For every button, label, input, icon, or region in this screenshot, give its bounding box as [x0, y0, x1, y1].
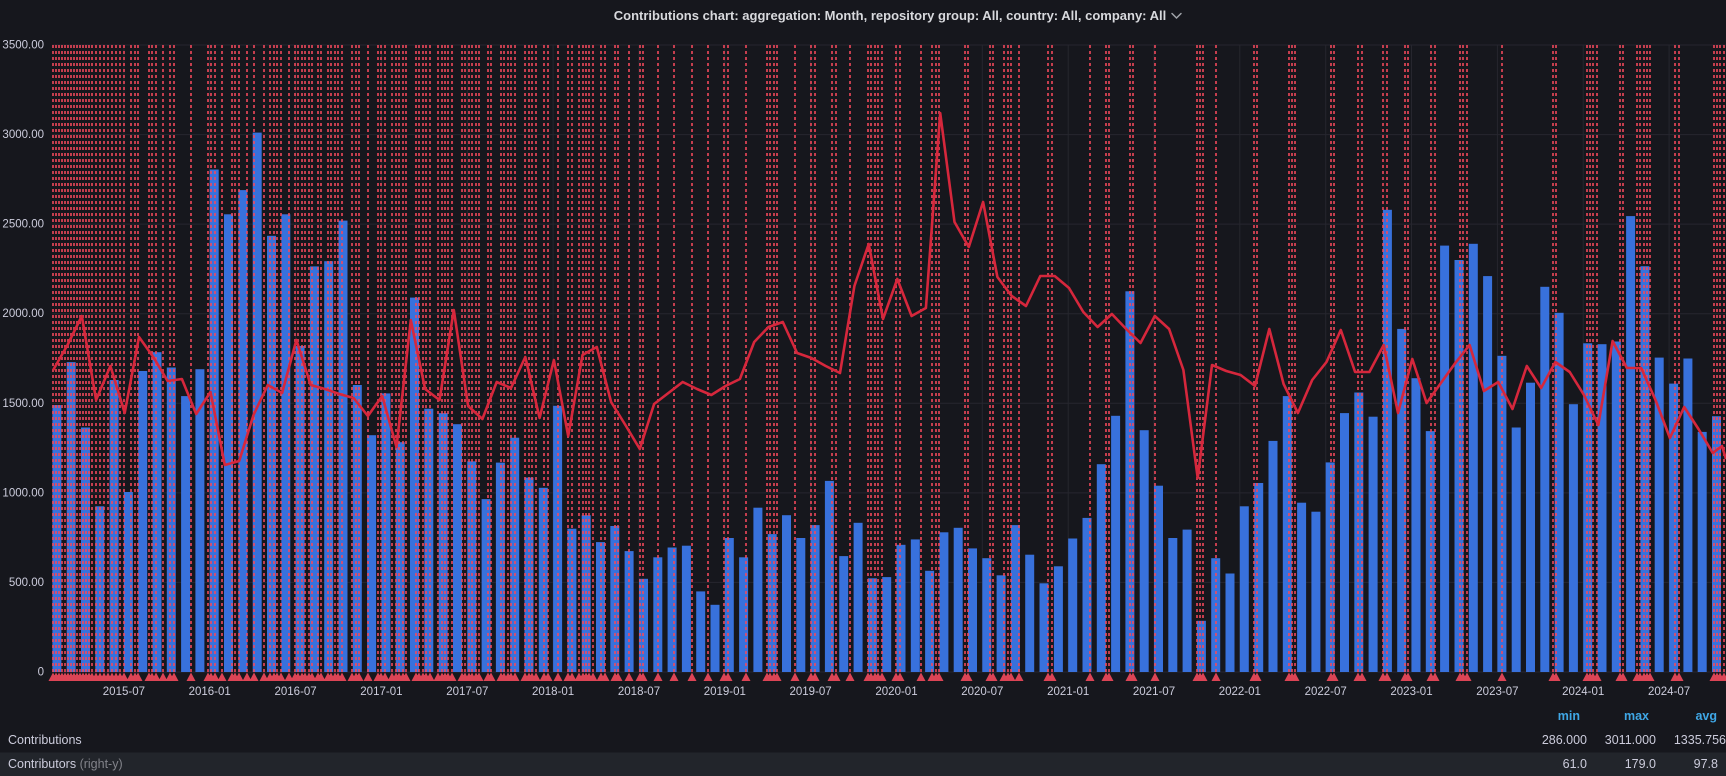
svg-text:2017-07: 2017-07: [446, 686, 488, 698]
svg-text:1000.00: 1000.00: [2, 487, 44, 499]
svg-text:min: min: [1558, 709, 1580, 723]
svg-text:3500.00: 3500.00: [2, 40, 44, 52]
svg-text:Contributors (right-y): Contributors (right-y): [8, 757, 123, 771]
svg-text:2017-01: 2017-01: [360, 686, 402, 698]
svg-text:2019-01: 2019-01: [704, 686, 746, 698]
svg-text:2020-07: 2020-07: [961, 686, 1003, 698]
svg-text:max: max: [1624, 709, 1649, 723]
svg-text:1335.756: 1335.756: [1674, 733, 1726, 747]
svg-text:3011.000: 3011.000: [1605, 733, 1656, 747]
svg-text:1500.00: 1500.00: [2, 398, 44, 410]
svg-text:2023-01: 2023-01: [1390, 686, 1432, 698]
svg-text:2020-01: 2020-01: [875, 686, 917, 698]
svg-text:61.0: 61.0: [1563, 757, 1587, 771]
svg-text:Contributions chart: aggregati: Contributions chart: aggregation: Month,…: [614, 8, 1167, 23]
svg-text:avg: avg: [1695, 709, 1717, 723]
svg-text:2000.00: 2000.00: [2, 308, 44, 320]
svg-text:2015-07: 2015-07: [103, 686, 145, 698]
svg-text:2016-07: 2016-07: [274, 686, 316, 698]
svg-text:500.00: 500.00: [9, 577, 44, 589]
svg-text:286.000: 286.000: [1542, 733, 1587, 747]
svg-text:0: 0: [38, 667, 44, 679]
svg-text:97.8: 97.8: [1694, 757, 1718, 771]
svg-text:2024-07: 2024-07: [1648, 686, 1690, 698]
svg-text:2021-01: 2021-01: [1047, 686, 1089, 698]
svg-text:179.0: 179.0: [1625, 757, 1656, 771]
svg-text:2022-07: 2022-07: [1305, 686, 1347, 698]
svg-text:2500.00: 2500.00: [2, 219, 44, 231]
svg-text:2021-07: 2021-07: [1133, 686, 1175, 698]
svg-text:2022-01: 2022-01: [1219, 686, 1261, 698]
svg-text:3000.00: 3000.00: [2, 129, 44, 141]
svg-text:Contributions: Contributions: [8, 733, 82, 747]
svg-text:2024-01: 2024-01: [1562, 686, 1604, 698]
svg-text:2018-01: 2018-01: [532, 686, 574, 698]
svg-text:2018-07: 2018-07: [618, 686, 660, 698]
svg-text:2016-01: 2016-01: [189, 686, 231, 698]
svg-text:2019-07: 2019-07: [789, 686, 831, 698]
svg-text:2023-07: 2023-07: [1476, 686, 1518, 698]
